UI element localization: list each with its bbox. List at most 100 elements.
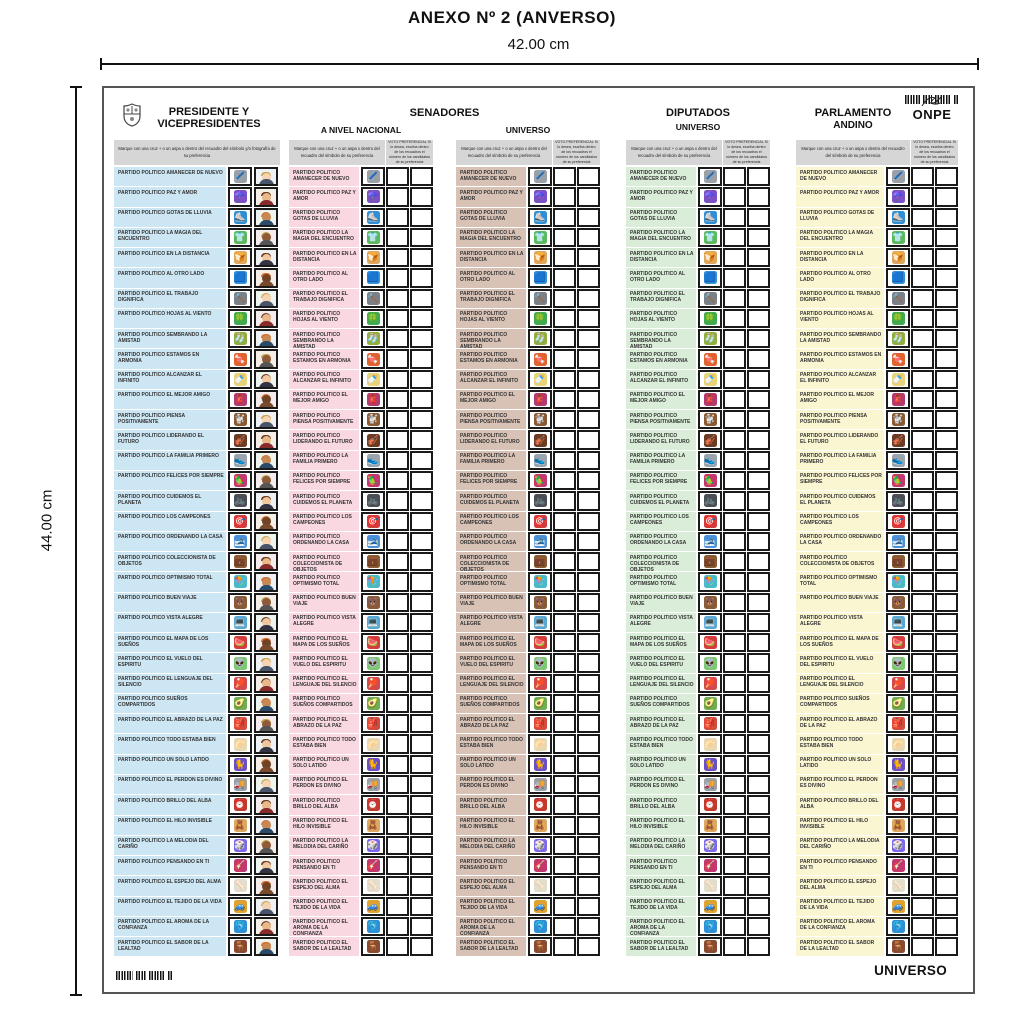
preferential-vote-box[interactable] bbox=[935, 815, 958, 835]
preferential-vote-box[interactable] bbox=[577, 308, 600, 329]
party-symbol-box[interactable]: 🍀 bbox=[228, 308, 252, 329]
preferential-vote-box[interactable] bbox=[723, 815, 746, 835]
party-symbol-box[interactable]: 🎸 bbox=[228, 856, 252, 876]
preferential-vote-box[interactable] bbox=[935, 167, 958, 187]
preferential-vote-box[interactable] bbox=[386, 430, 409, 450]
preferential-vote-box[interactable] bbox=[577, 552, 600, 572]
preferential-vote-box[interactable] bbox=[911, 491, 934, 511]
candidate-photo-box[interactable] bbox=[254, 815, 278, 835]
preferential-vote-box[interactable] bbox=[410, 937, 433, 957]
candidate-photo-box[interactable] bbox=[254, 207, 278, 227]
party-symbol-box[interactable]: 👽 bbox=[228, 653, 252, 673]
preferential-vote-box[interactable] bbox=[935, 268, 958, 288]
preferential-vote-box[interactable] bbox=[911, 714, 934, 734]
preferential-vote-box[interactable] bbox=[723, 572, 746, 592]
preferential-vote-box[interactable] bbox=[386, 369, 409, 389]
preferential-vote-box[interactable] bbox=[723, 470, 746, 491]
preferential-vote-box[interactable] bbox=[935, 896, 958, 916]
party-symbol-box[interactable]: 🪑 bbox=[528, 937, 552, 957]
party-symbol-box[interactable]: 🚚 bbox=[528, 774, 552, 795]
preferential-vote-box[interactable] bbox=[577, 653, 600, 673]
preferential-vote-box[interactable] bbox=[553, 653, 576, 673]
party-symbol-box[interactable]: 🖊️ bbox=[886, 167, 910, 187]
preferential-vote-box[interactable] bbox=[410, 329, 433, 349]
preferential-vote-box[interactable] bbox=[410, 653, 433, 673]
preferential-vote-box[interactable] bbox=[553, 552, 576, 572]
preferential-vote-box[interactable] bbox=[577, 369, 600, 389]
preferential-vote-box[interactable] bbox=[935, 552, 958, 572]
party-symbol-box[interactable]: 🎲 bbox=[528, 835, 552, 856]
preferential-vote-box[interactable] bbox=[386, 673, 409, 693]
preferential-vote-box[interactable] bbox=[410, 856, 433, 876]
preferential-vote-box[interactable] bbox=[911, 815, 934, 835]
preferential-vote-box[interactable] bbox=[410, 693, 433, 714]
party-symbol-box[interactable]: 🥑 bbox=[528, 693, 552, 714]
party-symbol-box[interactable]: 🐻 bbox=[228, 592, 252, 612]
preferential-vote-box[interactable] bbox=[935, 937, 958, 957]
preferential-vote-box[interactable] bbox=[723, 308, 746, 329]
party-symbol-box[interactable]: 🎲 bbox=[698, 835, 722, 856]
party-symbol-box[interactable]: 🎿 bbox=[528, 531, 552, 552]
preferential-vote-box[interactable] bbox=[935, 916, 958, 937]
candidate-photo-box[interactable] bbox=[254, 572, 278, 592]
preferential-vote-box[interactable] bbox=[747, 572, 770, 592]
preferential-vote-box[interactable] bbox=[410, 572, 433, 592]
party-symbol-box[interactable]: 💻 bbox=[361, 612, 385, 633]
preferential-vote-box[interactable] bbox=[410, 552, 433, 572]
party-symbol-box[interactable]: 🥟 bbox=[361, 734, 385, 754]
preferential-vote-box[interactable] bbox=[386, 856, 409, 876]
preferential-vote-box[interactable] bbox=[747, 207, 770, 227]
candidate-photo-box[interactable] bbox=[254, 470, 278, 491]
party-symbol-box[interactable]: 🎯 bbox=[698, 511, 722, 531]
preferential-vote-box[interactable] bbox=[935, 633, 958, 653]
party-symbol-box[interactable]: 🍼 bbox=[361, 369, 385, 389]
preferential-vote-box[interactable] bbox=[577, 329, 600, 349]
party-symbol-box[interactable]: 🐈 bbox=[361, 754, 385, 774]
party-symbol-box[interactable]: 🎒 bbox=[698, 714, 722, 734]
preferential-vote-box[interactable] bbox=[410, 450, 433, 470]
preferential-vote-box[interactable] bbox=[553, 673, 576, 693]
candidate-photo-box[interactable] bbox=[254, 592, 278, 612]
party-symbol-box[interactable]: 🎯 bbox=[361, 511, 385, 531]
preferential-vote-box[interactable] bbox=[386, 937, 409, 957]
preferential-vote-box[interactable] bbox=[386, 187, 409, 207]
candidate-photo-box[interactable] bbox=[254, 491, 278, 511]
party-symbol-box[interactable]: 👟 bbox=[886, 450, 910, 470]
party-symbol-box[interactable]: 🍀 bbox=[361, 308, 385, 329]
preferential-vote-box[interactable] bbox=[723, 167, 746, 187]
preferential-vote-box[interactable] bbox=[723, 207, 746, 227]
preferential-vote-box[interactable] bbox=[577, 531, 600, 552]
preferential-vote-box[interactable] bbox=[935, 369, 958, 389]
preferential-vote-box[interactable] bbox=[577, 916, 600, 937]
candidate-photo-box[interactable] bbox=[254, 410, 278, 430]
party-symbol-box[interactable]: ⏰ bbox=[528, 795, 552, 815]
party-symbol-box[interactable]: 🧸 bbox=[886, 815, 910, 835]
preferential-vote-box[interactable] bbox=[911, 430, 934, 450]
preferential-vote-box[interactable] bbox=[577, 207, 600, 227]
party-symbol-box[interactable]: 👟 bbox=[228, 450, 252, 470]
party-symbol-box[interactable]: 🦜 bbox=[886, 470, 910, 491]
party-symbol-box[interactable]: 🍼 bbox=[886, 369, 910, 389]
preferential-vote-box[interactable] bbox=[386, 511, 409, 531]
preferential-vote-box[interactable] bbox=[577, 693, 600, 714]
party-symbol-box[interactable]: 👕 bbox=[361, 227, 385, 248]
candidate-photo-box[interactable] bbox=[254, 167, 278, 187]
party-symbol-box[interactable]: 👽 bbox=[886, 653, 910, 673]
preferential-vote-box[interactable] bbox=[935, 531, 958, 552]
preferential-vote-box[interactable] bbox=[723, 389, 746, 410]
preferential-vote-box[interactable] bbox=[386, 774, 409, 795]
party-symbol-box[interactable]: 💼 bbox=[528, 552, 552, 572]
preferential-vote-box[interactable] bbox=[553, 714, 576, 734]
party-symbol-box[interactable]: 🎲 bbox=[228, 835, 252, 856]
preferential-vote-box[interactable] bbox=[553, 167, 576, 187]
candidate-photo-box[interactable] bbox=[254, 511, 278, 531]
preferential-vote-box[interactable] bbox=[723, 876, 746, 896]
preferential-vote-box[interactable] bbox=[410, 876, 433, 896]
preferential-vote-box[interactable] bbox=[911, 187, 934, 207]
party-symbol-box[interactable]: ☂️ bbox=[886, 187, 910, 207]
preferential-vote-box[interactable] bbox=[386, 592, 409, 612]
preferential-vote-box[interactable] bbox=[911, 531, 934, 552]
preferential-vote-box[interactable] bbox=[410, 288, 433, 308]
party-symbol-box[interactable]: 🧸 bbox=[361, 815, 385, 835]
preferential-vote-box[interactable] bbox=[723, 511, 746, 531]
